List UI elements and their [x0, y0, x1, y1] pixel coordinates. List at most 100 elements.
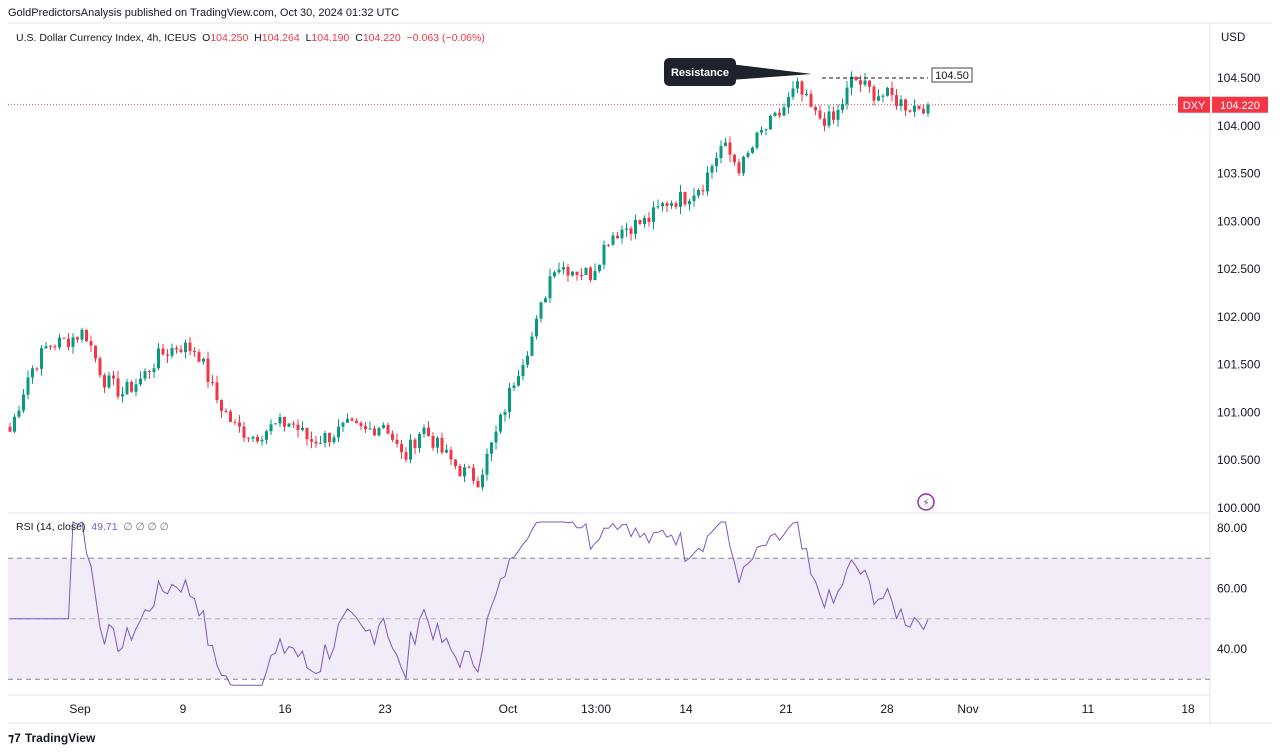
candle-body [274, 423, 277, 425]
candle-body [233, 421, 237, 423]
candle-body [44, 346, 48, 349]
symbol-name: U.S. Dollar Currency Index, 4h, ICEUS [16, 32, 197, 44]
candle-body [535, 318, 538, 337]
candle-body [917, 105, 921, 109]
price-tick-label: 101.000 [1217, 405, 1261, 419]
candle-body [566, 267, 570, 276]
candle-body [868, 80, 871, 87]
candle-body [850, 76, 853, 88]
resistance-callout-text: Resistance [671, 67, 729, 79]
rsi-line [10, 521, 929, 686]
time-tick-label: 23 [378, 702, 392, 716]
candle-body [827, 111, 831, 126]
candle-body [49, 346, 52, 348]
publisher-line: GoldPredictorsAnalysis published on Trad… [8, 7, 400, 19]
candle-body [665, 203, 669, 206]
candle-body [337, 426, 340, 438]
candle-body [193, 351, 196, 353]
candle-body [755, 132, 759, 148]
candle-body [319, 442, 322, 444]
rsi-tick-label: 60.00 [1217, 582, 1247, 596]
currency-label[interactable]: USD [1221, 32, 1246, 44]
candle-body [818, 110, 822, 119]
candle-body [679, 191, 682, 207]
candle-body [580, 275, 583, 277]
candle-body [103, 375, 106, 388]
candle-body [238, 422, 241, 427]
candle-body [184, 342, 187, 353]
price-tick-label: 100.500 [1217, 453, 1261, 467]
candle-body [260, 439, 264, 442]
candle-body [22, 394, 25, 411]
candle-body [872, 86, 876, 101]
rsi-band-group [8, 557, 1210, 680]
candle-body [526, 355, 529, 365]
price-tag-value: 104.220 [1220, 100, 1260, 112]
candle-body [638, 219, 642, 224]
rsi-extra: ∅ ∅ ∅ ∅ [123, 521, 169, 533]
time-tick-label: Nov [957, 702, 978, 716]
candle-body [562, 267, 565, 270]
lightning-glyph: ⚡ [922, 498, 929, 509]
candle-body [904, 99, 907, 111]
candle-body [436, 437, 439, 448]
candle-body [296, 424, 300, 431]
candle-body [400, 443, 403, 453]
candle-body [292, 423, 295, 425]
candle-body [211, 381, 214, 383]
candle-body [539, 302, 543, 319]
candle-body [548, 276, 552, 299]
candle-body [661, 203, 664, 207]
candle-body [796, 81, 799, 89]
candle-body [382, 425, 385, 428]
candle-body [440, 437, 444, 453]
candle-body [863, 80, 867, 85]
price-tick-label: 103.000 [1217, 214, 1261, 228]
resistance-callout-box [664, 58, 736, 86]
candle-body [206, 358, 210, 382]
candle-body [166, 354, 169, 356]
candle-body [899, 99, 903, 107]
footer-brand: ⁊7 TradingView [8, 731, 95, 745]
candle-body [719, 146, 723, 159]
candle-body [373, 428, 376, 436]
candle-body [832, 111, 835, 120]
candle-body [557, 269, 561, 273]
candle-body [895, 95, 898, 107]
candle-body [854, 76, 858, 81]
candle-body [836, 109, 840, 120]
candle-body [926, 104, 930, 114]
candle-body [809, 93, 813, 107]
price-tick-label: 104.500 [1217, 71, 1261, 85]
candle-body [724, 142, 727, 147]
candle-body [530, 336, 534, 356]
candle-body [427, 427, 430, 436]
candle-body [472, 467, 475, 481]
candle-body [148, 371, 151, 373]
resistance-level-label: 104.50 [935, 70, 969, 82]
time-tick-label: 9 [180, 702, 187, 716]
candle-body [764, 129, 768, 131]
candle-body [229, 411, 232, 422]
candle-body [589, 267, 592, 281]
candle-body [328, 433, 331, 443]
candle-body [179, 349, 183, 353]
candle-body [89, 341, 93, 346]
candle-body [890, 87, 894, 96]
candle-body [643, 217, 646, 224]
candle-body [598, 264, 601, 272]
candle-body [139, 378, 142, 385]
candle-body [845, 87, 849, 105]
candle-body [80, 329, 84, 340]
candle-body [773, 112, 777, 116]
candle-body [733, 154, 736, 163]
candle-body [121, 394, 124, 397]
candle-body [908, 110, 912, 112]
candle-body [197, 352, 201, 362]
candle-body [490, 442, 493, 454]
candle-body [494, 431, 498, 443]
price-axis: 100.000 100.500 101.000 101.500 102.000 102.5… [1217, 71, 1261, 656]
candle-body [499, 414, 502, 432]
time-tick-label: 13:00 [581, 702, 611, 716]
